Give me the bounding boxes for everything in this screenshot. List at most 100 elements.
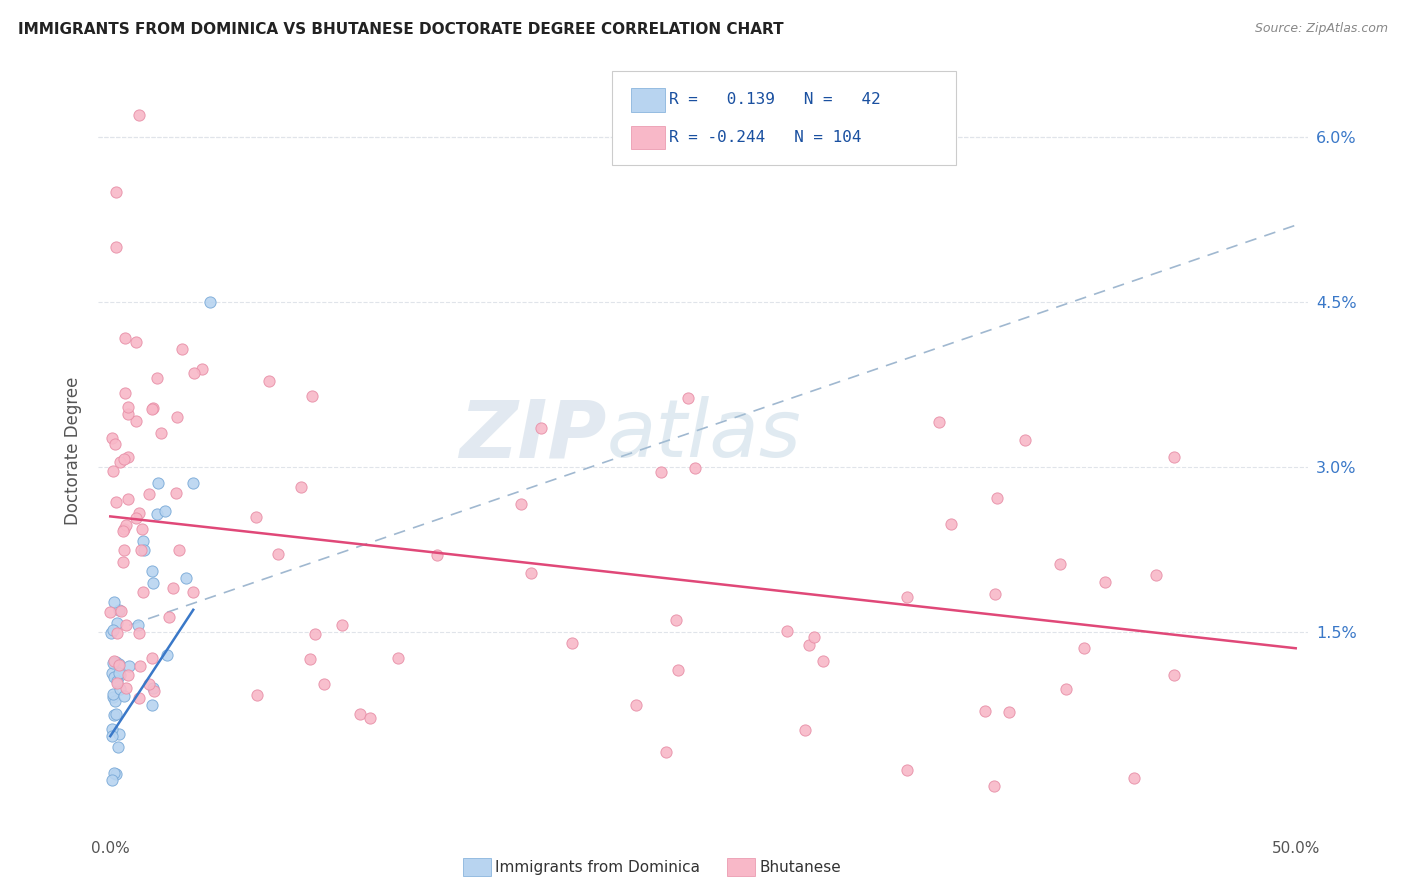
Point bbox=[103, 464, 125, 478]
Text: Immigrants from Dominica: Immigrants from Dominica bbox=[495, 860, 700, 874]
Text: R = -0.244   N = 104: R = -0.244 N = 104 bbox=[669, 130, 862, 145]
Point bbox=[117, 492, 139, 507]
Point bbox=[776, 624, 799, 638]
Point bbox=[128, 690, 150, 705]
Point bbox=[101, 773, 124, 788]
Point bbox=[107, 603, 129, 617]
Point bbox=[183, 366, 205, 380]
Point bbox=[181, 476, 204, 491]
Point bbox=[181, 585, 204, 599]
Point bbox=[678, 391, 700, 405]
Point bbox=[104, 766, 127, 780]
Point bbox=[100, 730, 122, 744]
Point bbox=[153, 504, 176, 518]
Point bbox=[191, 362, 214, 376]
Point bbox=[108, 657, 131, 672]
Point bbox=[98, 605, 121, 619]
Y-axis label: Doctorate Degree: Doctorate Degree bbox=[65, 376, 83, 524]
Point bbox=[105, 186, 128, 200]
Point bbox=[141, 650, 163, 665]
Point bbox=[105, 675, 128, 690]
Point bbox=[103, 595, 125, 609]
Point bbox=[107, 658, 129, 673]
Point bbox=[105, 240, 128, 254]
Text: Bhutanese: Bhutanese bbox=[759, 860, 841, 874]
Point bbox=[162, 581, 184, 595]
Point bbox=[118, 659, 141, 673]
Point bbox=[624, 698, 647, 713]
Point bbox=[108, 455, 131, 469]
Point bbox=[896, 763, 918, 777]
Point bbox=[298, 652, 321, 666]
Point bbox=[100, 722, 122, 736]
Point bbox=[142, 401, 165, 415]
Point bbox=[125, 511, 148, 525]
Point bbox=[103, 623, 125, 637]
Point bbox=[157, 610, 180, 624]
Point bbox=[301, 389, 323, 403]
Point bbox=[138, 486, 160, 500]
Point bbox=[127, 618, 149, 632]
Point bbox=[974, 705, 997, 719]
Point bbox=[387, 650, 409, 665]
Point bbox=[128, 108, 150, 122]
Point bbox=[928, 415, 950, 429]
Point bbox=[128, 659, 150, 673]
Point bbox=[103, 765, 125, 780]
Point bbox=[131, 523, 153, 537]
Point bbox=[117, 400, 139, 414]
Point bbox=[290, 480, 312, 494]
Point bbox=[811, 654, 834, 668]
Point bbox=[129, 542, 152, 557]
Point bbox=[117, 407, 139, 421]
Text: atlas: atlas bbox=[606, 396, 801, 475]
Point bbox=[650, 465, 672, 479]
Point bbox=[112, 522, 135, 536]
Point bbox=[257, 375, 280, 389]
Point bbox=[115, 617, 138, 632]
Point bbox=[1163, 450, 1185, 464]
Point bbox=[1123, 771, 1146, 785]
Point bbox=[101, 656, 124, 670]
Point bbox=[114, 331, 136, 345]
Point bbox=[111, 524, 134, 538]
Point bbox=[134, 542, 156, 557]
Point bbox=[941, 516, 963, 531]
Point bbox=[561, 636, 583, 650]
Point bbox=[105, 625, 128, 640]
Point bbox=[142, 681, 165, 695]
Point bbox=[103, 670, 125, 684]
Point bbox=[125, 334, 148, 349]
Point bbox=[198, 295, 221, 310]
Point bbox=[312, 677, 335, 691]
Point bbox=[112, 452, 135, 467]
Point bbox=[105, 494, 128, 508]
Point bbox=[117, 668, 139, 682]
Point bbox=[142, 684, 165, 698]
Point bbox=[998, 705, 1021, 719]
Point bbox=[107, 616, 129, 631]
Point bbox=[138, 677, 160, 691]
Point bbox=[245, 510, 267, 524]
Point bbox=[108, 727, 131, 741]
Point bbox=[510, 497, 533, 511]
Point bbox=[142, 575, 165, 590]
Point bbox=[128, 506, 150, 520]
Point bbox=[101, 431, 124, 445]
Point bbox=[794, 723, 817, 738]
Point bbox=[150, 425, 173, 440]
Point bbox=[983, 779, 1005, 793]
Point bbox=[110, 604, 132, 618]
Point bbox=[1014, 433, 1036, 447]
Point bbox=[664, 613, 686, 627]
Point bbox=[304, 627, 326, 641]
Text: Source: ZipAtlas.com: Source: ZipAtlas.com bbox=[1254, 22, 1388, 36]
Point bbox=[107, 740, 129, 755]
Point bbox=[103, 687, 125, 701]
Point bbox=[117, 450, 139, 465]
Point bbox=[103, 707, 125, 722]
Point bbox=[101, 690, 124, 705]
Point bbox=[332, 617, 354, 632]
Point bbox=[104, 655, 127, 669]
Point bbox=[245, 689, 267, 703]
